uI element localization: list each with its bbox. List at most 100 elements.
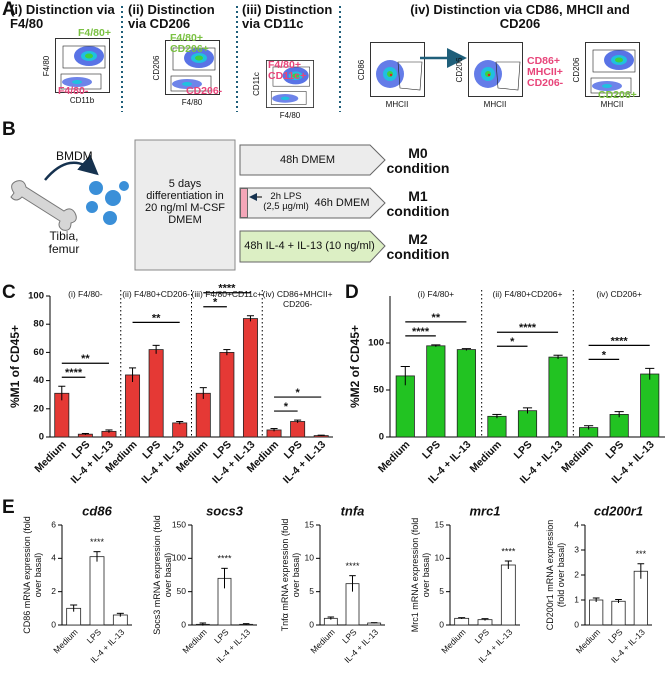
significance-label: ** (432, 312, 441, 324)
tissue-label: Tibia, femur (48, 229, 80, 257)
group-label-box: (iii) F4/80+CD11c+ (192, 290, 263, 299)
x-axis-label: MHCII (484, 100, 507, 109)
y-tick-label: 100 (368, 338, 384, 349)
y-axis-label: CD206 (455, 57, 464, 82)
x-axis-label: F4/80 (182, 98, 203, 107)
gate-label: F4/80+ (78, 27, 111, 39)
x-tick-label: Medium (308, 627, 336, 655)
group-label: (i) F4/80+ (417, 290, 455, 299)
y-tick-label: 40 (33, 375, 44, 386)
panel-label: C (2, 282, 16, 303)
significance-label: * (213, 297, 218, 309)
condition-label: M0 condition (386, 145, 450, 176)
significance-label: **** (501, 546, 516, 556)
y-tick-label: 10 (435, 553, 445, 563)
significance-label: **** (90, 537, 105, 547)
source-label: BMDM (56, 149, 93, 163)
x-tick-label: Medium (574, 627, 602, 655)
significance-label: **** (65, 367, 83, 379)
bar (426, 345, 446, 438)
y-tick-label: 80 (33, 319, 44, 330)
x-tick-label: Medium (32, 439, 69, 476)
x-tick-label: Medium (467, 439, 504, 476)
y-axis-label-box: Tnfα mRNA expression (fold over basal) (280, 519, 301, 632)
y-axis-label: F4/80 (42, 55, 51, 76)
x-tick-label: Medium (376, 439, 413, 476)
gate-label: F4/80+ CD206+ (170, 32, 209, 56)
x-tick-label: Medium (180, 627, 208, 655)
x-tick-label: Medium (51, 627, 79, 655)
y-tick-label: 100 (28, 291, 44, 302)
bar (219, 351, 235, 438)
group-label: (iv) CD206+ (596, 290, 642, 299)
y-tick-label: 15 (305, 519, 315, 529)
y-tick-label: 60 (33, 347, 44, 358)
y-axis-label: Mrc1 mRNA expression (fold over basal) (410, 517, 431, 633)
y-tick-label: 0 (574, 619, 579, 629)
x-tick-label: LPS (420, 439, 443, 462)
section-title: (ii) Distinction via CD206 (128, 2, 215, 32)
x-tick-label: LPS (603, 439, 626, 462)
bar (487, 415, 507, 438)
gate-label: F4/80- (58, 85, 89, 97)
x-tick-label: LPS (606, 627, 625, 646)
x-tick-label: LPS (85, 627, 104, 646)
significance-label: * (284, 401, 289, 413)
gate-label: CD206- (186, 85, 223, 97)
condition-label: M2 condition (386, 231, 450, 262)
y-axis-label: %M1 of CD45+ (8, 325, 22, 408)
treatment-step: 46h DMEM (314, 197, 370, 209)
y-tick-label: 6 (51, 519, 56, 529)
y-tick-label: 2 (574, 569, 579, 579)
bar (456, 349, 476, 438)
y-axis-label: CD11c (252, 72, 261, 96)
y-tick-label: 0 (439, 619, 444, 629)
bar (633, 570, 648, 626)
bar (195, 392, 211, 438)
bar (609, 414, 629, 438)
bar (148, 349, 164, 438)
gate-label: CD206+ (598, 89, 637, 101)
y-axis-label: %M2 of CD45+ (348, 325, 362, 408)
y-axis-label-box: Socs3 mRNA expression (fold over basal) (152, 515, 173, 635)
x-tick-label: Medium (439, 627, 467, 655)
significance-label: **** (218, 283, 236, 295)
significance-label: * (602, 349, 607, 361)
y-tick-label: 10 (305, 553, 315, 563)
y-axis-label: CD206 (572, 57, 581, 82)
section-title: (i) Distinction via F4/80 (10, 2, 115, 32)
bar (589, 599, 604, 626)
y-tick-label: 0 (39, 432, 44, 443)
significance-label: * (295, 387, 300, 399)
y-tick-label: 15 (435, 519, 445, 529)
chart-title: tnfa (341, 503, 365, 518)
bar (640, 373, 660, 438)
significance-label: *** (636, 549, 647, 559)
bar (611, 600, 626, 626)
gate-label: F4/80+ CD11c+ (268, 59, 307, 83)
significance-label: ** (81, 353, 90, 365)
y-tick-label: 4 (51, 553, 56, 563)
panel-label: D (345, 282, 359, 303)
gate-label: CD86+ MHCII+ CD206- (527, 55, 564, 90)
panel-a-layout (55, 6, 640, 112)
significance-label: **** (611, 335, 629, 347)
y-tick-label: 50 (177, 586, 187, 596)
x-tick-label: Medium (559, 439, 596, 476)
y-tick-label: 0 (379, 432, 384, 443)
bar (172, 422, 188, 438)
bar (242, 318, 258, 438)
y-axis-label: CD206 (152, 55, 161, 80)
treatment-step: 2h LPS (2,5 µg/ml) (263, 191, 309, 213)
y-tick-label: 150 (172, 519, 186, 529)
bar (548, 356, 568, 438)
x-axis-label: CD11b (70, 96, 95, 105)
x-tick-label: LPS (473, 627, 492, 646)
differentiation-text: 5 days differentiation in 20 ng/ml M-CSF… (144, 178, 226, 227)
significance-label: * (510, 336, 515, 348)
y-axis-label-box: Mrc1 mRNA expression (fold over basal) (410, 517, 431, 633)
significance-label: **** (345, 561, 360, 571)
bar (125, 374, 141, 438)
